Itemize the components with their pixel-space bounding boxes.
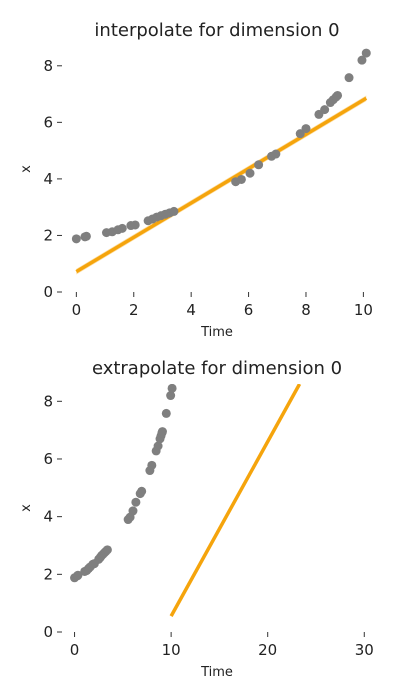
data-point <box>137 487 146 496</box>
data-point <box>301 124 310 133</box>
y-tick-label: 2 <box>43 565 53 583</box>
data-point <box>168 384 177 393</box>
x-axis-label: Time <box>200 325 233 340</box>
y-tick-label: 8 <box>43 57 53 75</box>
data-point <box>72 234 81 243</box>
plot-area <box>72 49 371 275</box>
data-point <box>169 207 178 216</box>
y-tick-label: 6 <box>43 450 53 468</box>
y-tick-label: 0 <box>43 283 53 301</box>
x-tick-label: 0 <box>70 641 80 659</box>
y-tick-label: 6 <box>43 113 53 131</box>
x-tick-label: 8 <box>301 301 311 319</box>
data-point <box>162 409 171 418</box>
data-point <box>333 91 342 100</box>
data-point <box>118 224 127 233</box>
fit-line <box>171 384 299 616</box>
data-point <box>246 169 255 178</box>
chart-title: extrapolate for dimension 0 <box>92 358 342 379</box>
data-point <box>237 175 246 184</box>
x-tick-label: 0 <box>72 301 82 319</box>
data-point <box>345 73 354 82</box>
x-tick-label: 30 <box>355 641 374 659</box>
plot-area <box>70 384 300 616</box>
data-point <box>103 545 112 554</box>
y-axis-label: x <box>19 504 34 512</box>
data-point <box>128 506 137 515</box>
x-tick-label: 2 <box>129 301 139 319</box>
chart-1: extrapolate for dimension 0 0 10 20 30 0 2 4 6 8 T… <box>19 358 374 680</box>
x-axis-label: Time <box>200 665 233 680</box>
chart-0: interpolate for dimension 0 0 2 4 6 8 10 0 2 4 6 8 T… <box>19 20 373 340</box>
y-tick-label: 2 <box>43 226 53 244</box>
data-point <box>131 498 140 507</box>
y-tick-label: 4 <box>43 170 53 188</box>
y-axis-label: x <box>19 165 34 173</box>
data-point <box>147 461 156 470</box>
data-point <box>254 160 263 169</box>
data-point <box>131 220 140 229</box>
y-tick-label: 4 <box>43 508 53 526</box>
x-tick-label: 6 <box>244 301 254 319</box>
chart-title: interpolate for dimension 0 <box>94 20 339 41</box>
y-tick-label: 8 <box>43 392 53 410</box>
data-point <box>271 150 280 159</box>
x-tick-label: 20 <box>258 641 277 659</box>
x-tick-label: 4 <box>186 301 196 319</box>
data-point <box>158 427 167 436</box>
data-point <box>82 232 91 241</box>
data-point <box>320 105 329 114</box>
y-tick-label: 0 <box>43 623 53 641</box>
x-tick-label: 10 <box>354 301 373 319</box>
x-tick-label: 10 <box>162 641 181 659</box>
data-point <box>362 49 371 58</box>
fit-line <box>76 98 366 271</box>
